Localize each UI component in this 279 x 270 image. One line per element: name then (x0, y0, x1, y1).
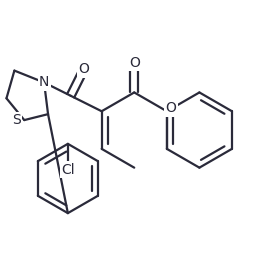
Text: O: O (78, 62, 89, 76)
Text: Cl: Cl (61, 163, 75, 177)
Text: O: O (129, 56, 140, 70)
Text: S: S (12, 113, 21, 127)
Text: N: N (39, 76, 49, 89)
Text: O: O (165, 101, 176, 115)
